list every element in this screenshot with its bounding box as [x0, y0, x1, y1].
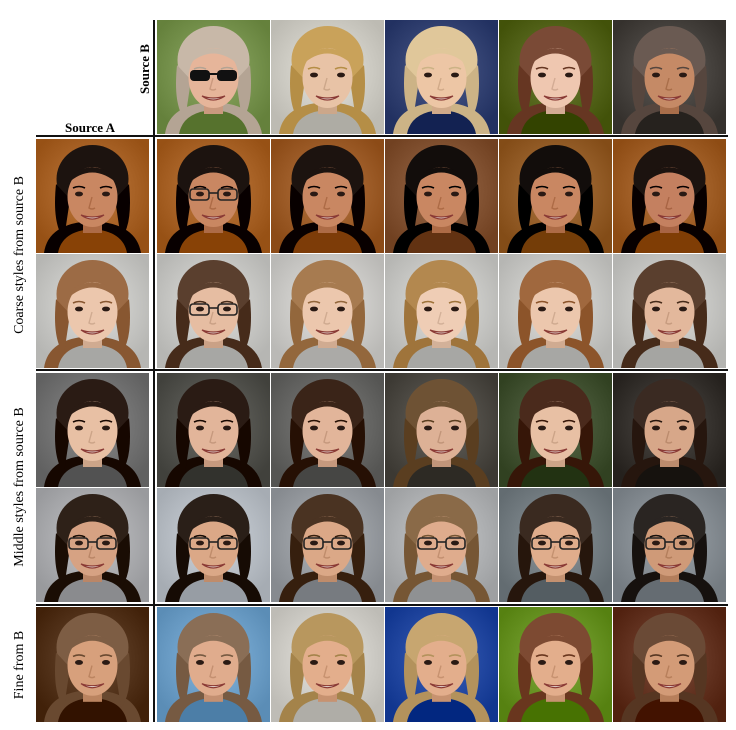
- coarse-2-source-a: [36, 254, 149, 368]
- coarse-2-from-b-3: [385, 254, 498, 368]
- middle-2-from-b-2-portrait: [271, 488, 384, 602]
- source-b-label: Source B: [137, 44, 152, 94]
- coarse-2-from-b-4-portrait: [499, 254, 612, 368]
- source-b-face-1: [157, 20, 270, 134]
- fine-from-b-3-portrait: [385, 607, 498, 722]
- middle-2-from-b-5-portrait: [613, 488, 726, 602]
- middle-2-from-b-3: [385, 488, 498, 602]
- fine-from-b-2-portrait: [271, 607, 384, 722]
- middle-1-from-b-5-portrait: [613, 373, 726, 487]
- fine-from-b-3: [385, 607, 498, 722]
- middle-2-from-b-4-portrait: [499, 488, 612, 602]
- fine-from-b-1: [157, 607, 270, 722]
- middle-1-from-b-4: [499, 373, 612, 487]
- coarse-1-from-b-3-portrait: [385, 139, 498, 253]
- middle-1-from-b-1-portrait: [157, 373, 270, 487]
- coarse-styles-label: Coarse styles from source B: [12, 176, 27, 334]
- coarse-1-from-b-1-portrait: [157, 139, 270, 253]
- middle-2-from-b-4: [499, 488, 612, 602]
- coarse-1-from-b-5-portrait: [613, 139, 726, 253]
- middle-1-from-b-2: [271, 373, 384, 487]
- middle-1-from-b-5: [613, 373, 726, 487]
- coarse-2-from-b-1: [157, 254, 270, 368]
- middle-2-source-a-portrait: [36, 488, 149, 602]
- coarse-1-from-b-5: [613, 139, 726, 253]
- middle-1-source-a-portrait: [36, 373, 149, 487]
- coarse-2-source-a-portrait: [36, 254, 149, 368]
- coarse-2-from-b-5: [613, 254, 726, 368]
- middle-styles-label: Middle styles from source B: [12, 407, 27, 567]
- coarse-1-from-b-1: [157, 139, 270, 253]
- coarse-1-source-a: [36, 139, 149, 253]
- fine-from-b-1-portrait: [157, 607, 270, 722]
- coarse-2-from-b-2: [271, 254, 384, 368]
- coarse-1-source-a-portrait: [36, 139, 149, 253]
- source-b-face-2: [271, 20, 384, 134]
- middle-2-from-b-2: [271, 488, 384, 602]
- fine-source-a: [36, 607, 149, 722]
- fine-from-b-4: [499, 607, 612, 722]
- coarse-1-from-b-4-portrait: [499, 139, 612, 253]
- source-b-face-4: [499, 20, 612, 134]
- fine-label: Fine from B: [12, 630, 27, 700]
- coarse-1-from-b-2-portrait: [271, 139, 384, 253]
- divider-after-source-b: [36, 135, 728, 137]
- middle-1-from-b-4-portrait: [499, 373, 612, 487]
- fine-source-a-portrait: [36, 607, 149, 722]
- middle-2-source-a: [36, 488, 149, 602]
- divider-after-coarse: [36, 369, 728, 371]
- source-b-face-3: [385, 20, 498, 134]
- coarse-2-from-b-4: [499, 254, 612, 368]
- fine-from-b-4-portrait: [499, 607, 612, 722]
- middle-2-from-b-5: [613, 488, 726, 602]
- source-b-face-5: [613, 20, 726, 134]
- source-b-face-1-portrait: [157, 20, 270, 134]
- coarse-2-from-b-2-portrait: [271, 254, 384, 368]
- source-b-face-4-portrait: [499, 20, 612, 134]
- middle-2-from-b-3-portrait: [385, 488, 498, 602]
- middle-1-from-b-3-portrait: [385, 373, 498, 487]
- middle-2-from-b-1: [157, 488, 270, 602]
- source-b-face-5-portrait: [613, 20, 726, 134]
- coarse-1-from-b-2: [271, 139, 384, 253]
- source-a-label: Source A: [65, 120, 115, 135]
- middle-1-from-b-3: [385, 373, 498, 487]
- coarse-1-from-b-4: [499, 139, 612, 253]
- coarse-2-from-b-1-portrait: [157, 254, 270, 368]
- coarse-1-from-b-3: [385, 139, 498, 253]
- fine-from-b-2: [271, 607, 384, 722]
- source-b-face-2-portrait: [271, 20, 384, 134]
- divider-after-middle: [36, 604, 728, 606]
- middle-1-source-a: [36, 373, 149, 487]
- middle-1-from-b-2-portrait: [271, 373, 384, 487]
- middle-1-from-b-1: [157, 373, 270, 487]
- coarse-2-from-b-5-portrait: [613, 254, 726, 368]
- fine-from-b-5: [613, 607, 726, 722]
- vertical-divider: [153, 20, 155, 722]
- middle-2-from-b-1-portrait: [157, 488, 270, 602]
- fine-from-b-5-portrait: [613, 607, 726, 722]
- source-b-face-3-portrait: [385, 20, 498, 134]
- coarse-2-from-b-3-portrait: [385, 254, 498, 368]
